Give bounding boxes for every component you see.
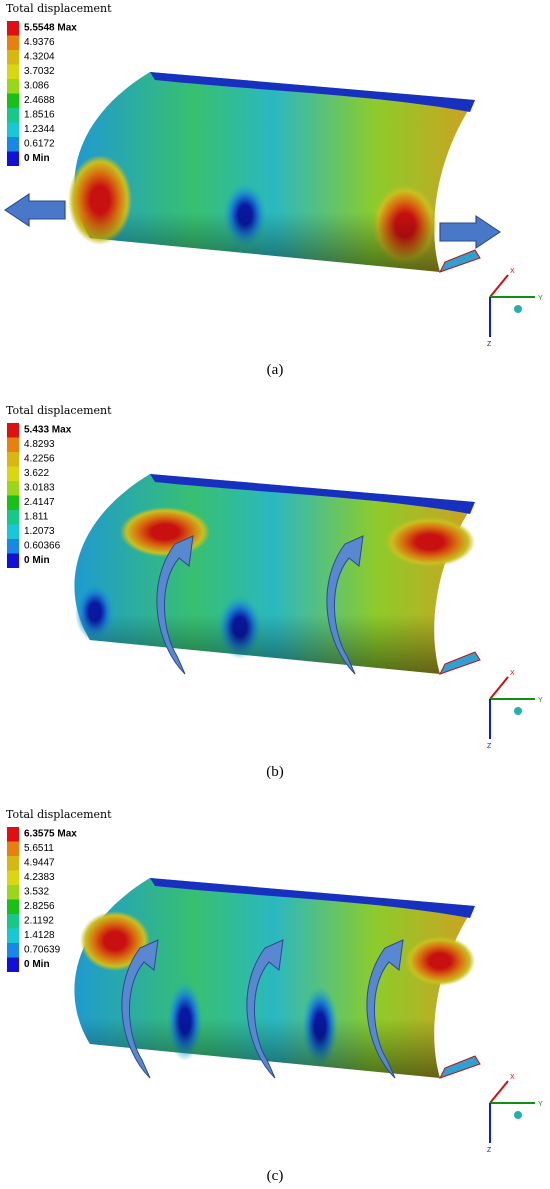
legend-label: 1.4128 — [24, 930, 55, 941]
legend-swatch — [7, 137, 19, 152]
legend-swatch — [7, 524, 19, 539]
legend-swatch — [7, 423, 19, 438]
legend-swatch — [7, 151, 19, 166]
legend-swatch — [7, 122, 19, 137]
arrow — [439, 214, 501, 250]
legend-swatch — [7, 452, 19, 467]
legend-swatch — [7, 93, 19, 108]
axis-label: X — [510, 268, 515, 275]
legend-swatch — [7, 510, 19, 525]
sheet-shade — [74, 474, 475, 674]
legend-swatch — [7, 50, 19, 65]
sheet-flap — [439, 651, 481, 675]
legend-label: 2.4147 — [24, 497, 55, 508]
legend-label: 0 Min — [24, 959, 50, 970]
legend-label: 4.2256 — [24, 454, 55, 465]
legend-label: 4.3204 — [24, 52, 55, 63]
legend-swatch — [7, 899, 19, 914]
legend-label: 3.622 — [24, 468, 49, 479]
legend-label: 2.1192 — [24, 916, 54, 927]
legend-label: 5.433 Max — [24, 425, 72, 436]
legend-title: Total displacement — [6, 404, 112, 417]
legend-label: 4.9447 — [24, 858, 55, 869]
legend-label: 0.70639 — [24, 945, 61, 956]
legend-label: 1.8516 — [24, 110, 55, 121]
legend-title: Total displacement — [6, 808, 112, 821]
legend-label: 0 Min — [24, 153, 50, 164]
axis-x — [489, 274, 509, 298]
axis-x — [489, 1080, 509, 1104]
legend-label: 5.5548 Max — [24, 23, 77, 34]
caption: (c) — [267, 1168, 284, 1184]
legend-label: 6.3575 Max — [24, 829, 77, 840]
legend-swatch — [7, 481, 19, 496]
sheet-flap — [439, 249, 481, 273]
axis-label: Z — [487, 743, 492, 750]
axis-label: Y — [538, 295, 543, 302]
legend-label: 1.2344 — [24, 124, 55, 135]
sheet-shade — [74, 72, 475, 272]
axis-ball — [514, 1111, 522, 1119]
legend-swatch — [7, 64, 19, 79]
legend-swatch — [7, 539, 19, 554]
legend-swatch — [7, 841, 19, 856]
rotation-arrow — [366, 939, 404, 1079]
legend-label: 3.086 — [24, 81, 49, 92]
axis-ball — [514, 305, 522, 313]
legend-swatch — [7, 553, 19, 568]
legend-label: 2.4688 — [24, 95, 55, 106]
panel: Total displacement 6.3575 Max 5.6511 4.9447… — [6, 808, 543, 1184]
legend-label: 3.0183 — [24, 483, 55, 494]
legend-swatch — [7, 466, 19, 481]
legend-swatch — [7, 856, 19, 871]
legend-swatch — [7, 21, 19, 36]
legend-label: 0.6172 — [24, 139, 55, 150]
legend-label: 3.7032 — [24, 66, 55, 77]
legend-label: 3.532 — [24, 887, 49, 898]
axis-ball — [514, 707, 522, 715]
legend-swatch — [7, 108, 19, 123]
axis-label: X — [510, 670, 515, 677]
axis-label: X — [510, 1074, 515, 1081]
legend-label: 0 Min — [24, 555, 50, 566]
rotation-arrow — [246, 939, 284, 1079]
panel: Total displacement 5.433 Max 4.8293 4.2256 3… — [6, 404, 543, 780]
legend-label: 4.2383 — [24, 872, 55, 883]
sheet-flap — [439, 1055, 481, 1079]
legend-swatch — [7, 35, 19, 50]
legend-label: 1.811 — [24, 512, 49, 523]
legend-swatch — [7, 928, 19, 943]
legend-swatch — [7, 914, 19, 929]
arrow — [4, 192, 66, 228]
legend-label: 4.9376 — [24, 37, 55, 48]
legend-title: Total displacement — [6, 2, 112, 15]
legend-label: 0.60366 — [24, 541, 61, 552]
panel: Total displacement 5.5548 Max 4.9376 4.3204… — [4, 2, 543, 378]
axis-label: Z — [487, 341, 492, 348]
axis-label: Z — [487, 1147, 492, 1154]
caption: (b) — [266, 764, 284, 780]
legend-swatch — [7, 870, 19, 885]
legend-swatch — [7, 495, 19, 510]
legend-swatch — [7, 79, 19, 94]
legend-swatch — [7, 437, 19, 452]
legend-label: 4.8293 — [24, 439, 55, 450]
legend-swatch — [7, 943, 19, 958]
rotation-arrow — [326, 535, 364, 675]
legend-label: 5.6511 — [24, 843, 54, 854]
rotation-arrow — [156, 535, 194, 675]
caption: (a) — [267, 362, 284, 378]
axis-label: Y — [538, 697, 543, 704]
legend-swatch — [7, 885, 19, 900]
axis-x — [489, 676, 509, 700]
rotation-arrow — [121, 939, 159, 1079]
axis-label: Y — [538, 1101, 543, 1108]
legend-label: 1.2073 — [24, 526, 55, 537]
legend-swatch — [7, 827, 19, 842]
legend-label: 2.8256 — [24, 901, 55, 912]
legend-swatch — [7, 957, 19, 972]
